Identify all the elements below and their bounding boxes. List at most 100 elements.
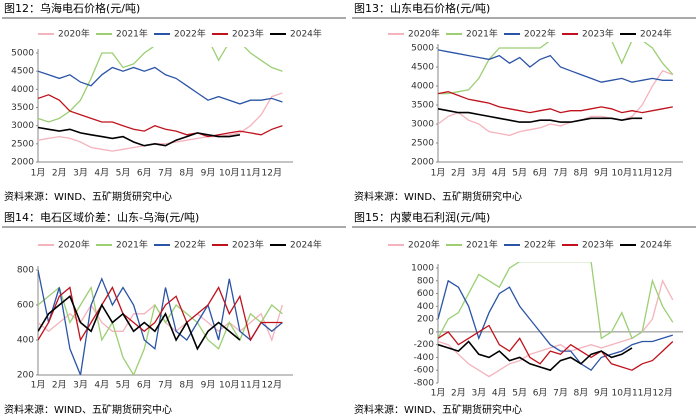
y-tick-label: 5000 <box>11 49 34 59</box>
series-line <box>38 269 283 375</box>
x-tick-label: 3月 <box>73 168 88 179</box>
x-tick-label: 10月 <box>612 388 632 399</box>
x-tick-label: 5月 <box>512 388 527 399</box>
series-line <box>438 70 674 137</box>
y-tick-label: 2000 <box>11 158 34 168</box>
legend-label: 2020年 <box>408 239 440 251</box>
x-tick-label: 4月 <box>94 380 109 391</box>
x-tick-label: 12月 <box>652 168 672 179</box>
x-tick-label: 7月 <box>553 168 568 179</box>
series-line <box>438 91 673 114</box>
legend-label: 2024年 <box>290 28 322 40</box>
x-tick-label: 2月 <box>451 388 466 399</box>
x-tick-label: 6月 <box>137 380 152 391</box>
x-tick-label: 1月 <box>431 168 446 179</box>
x-tick-label: 6月 <box>137 168 152 179</box>
y-tick-label: -200 <box>414 340 435 350</box>
y-tick-label: 0 <box>428 327 434 337</box>
series-line <box>438 279 673 372</box>
legend-label: 2023年 <box>232 28 264 40</box>
legend-label: 2021年 <box>466 239 498 251</box>
x-tick-label: 6月 <box>533 388 548 399</box>
legend-label: 2022年 <box>174 28 206 40</box>
series-line <box>438 49 673 83</box>
legend-label: 2022年 <box>524 239 556 251</box>
y-tick-label: 200 <box>17 371 34 381</box>
x-tick-label: 5月 <box>116 380 131 391</box>
x-tick-label: 4月 <box>492 388 507 399</box>
x-tick-label: 3月 <box>73 380 88 391</box>
y-tick-label: 800 <box>417 276 434 286</box>
legend-label: 2022年 <box>174 239 206 251</box>
legend-label: 2024年 <box>640 28 672 40</box>
series-line <box>438 324 674 371</box>
x-tick-label: 8月 <box>179 168 194 179</box>
chart-title: 图13：山东电石价格(元/吨) <box>354 1 490 15</box>
x-tick-label: 10月 <box>219 168 239 179</box>
legend-label: 2021年 <box>116 239 148 251</box>
x-tick-label: 10月 <box>612 168 632 179</box>
x-tick-label: 7月 <box>553 388 568 399</box>
source-note: 资料来源：WIND、五矿期货研究中心 <box>4 190 172 203</box>
series-line <box>38 294 241 351</box>
x-tick-label: 12月 <box>262 380 282 391</box>
y-tick-label: 3000 <box>411 120 434 130</box>
legend-label: 2021年 <box>466 28 498 40</box>
source-note: 资料来源：WIND、五矿期货研究中心 <box>354 403 522 416</box>
source-note: 资料来源：WIND、五矿期货研究中心 <box>354 190 522 203</box>
x-tick-label: 2月 <box>52 380 67 391</box>
x-tick-label: 8月 <box>574 168 589 179</box>
x-tick-label: 9月 <box>201 380 216 391</box>
y-tick-label: 3000 <box>11 121 34 131</box>
x-tick-label: 11月 <box>632 388 652 399</box>
series-line <box>38 286 283 342</box>
y-tick-label: -800 <box>414 379 435 389</box>
x-tick-label: 5月 <box>512 168 527 179</box>
legend-label: 2023年 <box>582 239 614 251</box>
series-line <box>438 108 643 123</box>
series-line <box>438 42 674 95</box>
source-note: 资料来源：WIND、五矿期货研究中心 <box>4 403 172 416</box>
series-line <box>38 66 283 105</box>
x-tick-label: 8月 <box>179 380 194 391</box>
y-tick-label: 2500 <box>411 139 434 149</box>
y-tick-label: 4000 <box>11 85 34 95</box>
chart-title: 图15：内蒙电石利润(元/吨) <box>354 210 490 224</box>
legend-label: 2024年 <box>640 239 672 251</box>
legend-label: 2020年 <box>58 28 90 40</box>
x-tick-label: 7月 <box>158 380 173 391</box>
x-tick-label: 1月 <box>31 168 46 179</box>
series-line <box>38 126 241 147</box>
x-tick-label: 2月 <box>52 168 67 179</box>
x-tick-label: 11月 <box>240 380 260 391</box>
y-tick-label: 3500 <box>411 101 434 111</box>
series-line <box>438 279 674 378</box>
x-tick-label: 5月 <box>116 168 131 179</box>
y-tick-label: -400 <box>414 353 435 363</box>
y-tick-label: 2500 <box>11 139 34 149</box>
x-tick-label: 9月 <box>201 168 216 179</box>
y-tick-label: 5000 <box>411 44 434 54</box>
series-line <box>38 47 283 123</box>
x-tick-label: 4月 <box>94 168 109 179</box>
x-tick-label: 1月 <box>31 380 46 391</box>
legend-label: 2022年 <box>524 28 556 40</box>
x-tick-label: 4月 <box>492 168 507 179</box>
x-tick-label: 1月 <box>431 388 446 399</box>
y-tick-label: 2000 <box>411 158 434 168</box>
y-tick-label: 400 <box>17 336 34 346</box>
x-tick-label: 9月 <box>594 168 609 179</box>
x-tick-label: 2月 <box>451 168 466 179</box>
legend-label: 2024年 <box>290 239 322 251</box>
x-tick-label: 8月 <box>574 388 589 399</box>
y-tick-label: 800 <box>17 266 34 276</box>
y-tick-label: 400 <box>417 302 434 312</box>
y-tick-label: 600 <box>17 301 34 311</box>
x-tick-label: 7月 <box>158 168 173 179</box>
x-tick-label: 11月 <box>240 168 260 179</box>
chart-title: 图12：乌海电石价格(元/吨) <box>4 1 140 15</box>
x-tick-label: 12月 <box>262 168 282 179</box>
y-tick-label: -600 <box>414 366 435 376</box>
legend-label: 2021年 <box>116 28 148 40</box>
series-line <box>438 262 674 340</box>
